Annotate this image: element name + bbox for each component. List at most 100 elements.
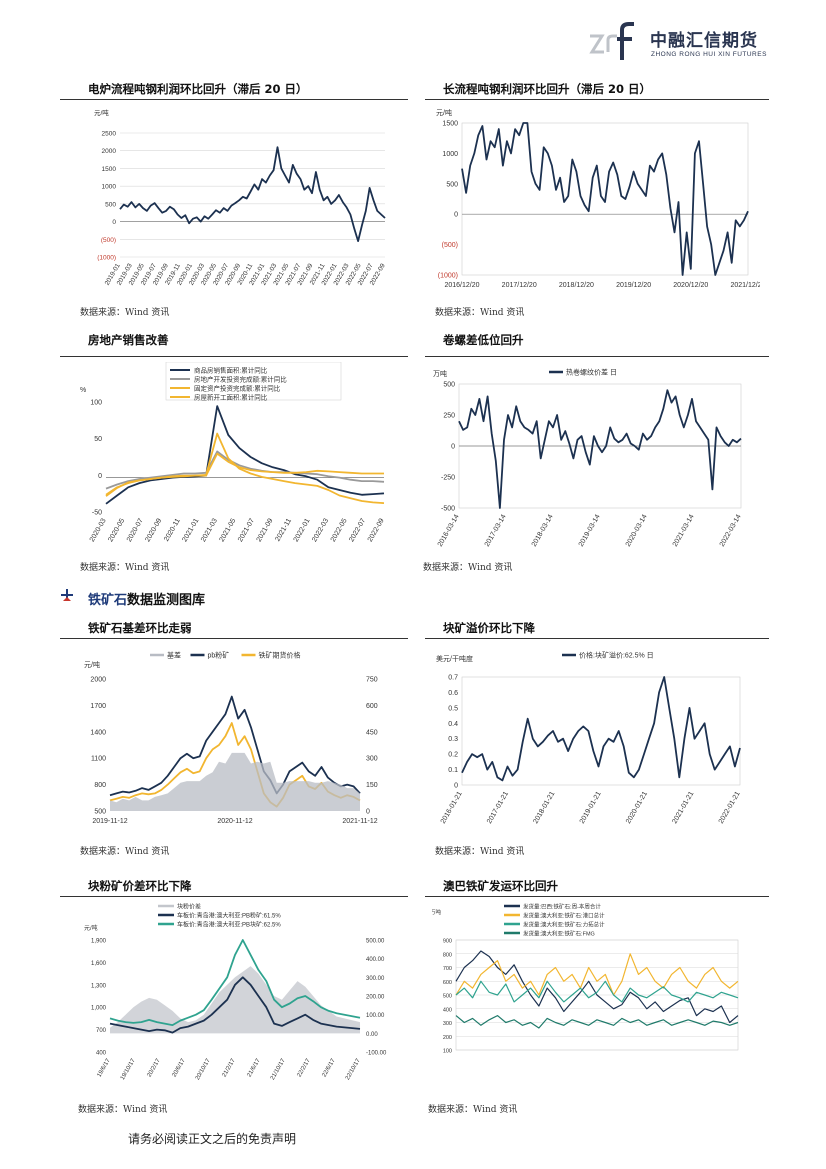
y-right-tick-label: 450 <box>366 729 378 736</box>
y-tick-label: 0 <box>454 783 458 790</box>
x-tick-label: 2021-09 <box>256 517 275 543</box>
legend-label: pb粉矿 <box>208 651 230 660</box>
y-right-tick-label: 750 <box>366 677 378 684</box>
x-tick-label: 21/10/17 <box>270 1057 287 1081</box>
series-line-1 <box>455 953 739 996</box>
y-tick-label: -50 <box>92 510 102 517</box>
y-tick-label: 0.7 <box>448 675 458 682</box>
source-note: 数据来源：Wind 资讯 <box>78 1105 168 1115</box>
y-axis-label: 元/吨 <box>94 108 109 117</box>
y-axis-label: 元/吨 <box>84 924 98 932</box>
x-tick-label: 2018-03-14 <box>531 513 555 548</box>
y-right-tick-label: 0.00 <box>366 1032 378 1038</box>
x-tick-label: 2020-05 <box>107 517 126 543</box>
x-tick-label: 2021-11 <box>274 517 293 542</box>
chart-c1: 25002000150010005000(500)(1000)元/吨2019-0… <box>94 108 387 287</box>
y-tick-label: 500 <box>105 201 116 208</box>
series-area-0 <box>110 966 360 1034</box>
legend-label: 铁矿期货价格 <box>259 651 301 660</box>
y-tick-label: 800 <box>94 782 106 789</box>
legend-frame <box>165 362 342 401</box>
series-line-0 <box>458 389 742 509</box>
x-tick-label: 2021-07 <box>237 517 256 543</box>
y-tick-label: 0 <box>451 444 455 451</box>
divider <box>425 99 769 100</box>
y-right-tick-label: 0 <box>366 809 370 816</box>
y-tick-label: 400 <box>443 1007 452 1013</box>
y-tick-label: 50 <box>94 436 102 443</box>
y-tick-label: (500) <box>101 237 116 244</box>
legend-label: 块粉价差 <box>177 903 201 911</box>
y-tick-label: 300 <box>443 1021 452 1027</box>
legend-label: 车板价:青岛港:澳大利亚:PB块矿:62.5% <box>177 921 281 929</box>
y-right-tick-label: 300.00 <box>366 976 385 982</box>
series-area-2 <box>110 752 360 811</box>
legend-label: 发货量:澳大利亚:铁矿石:FMG <box>523 930 595 938</box>
x-tick-label: 2022-01-21 <box>718 790 742 825</box>
source-note: 数据来源：Wind 资讯 <box>435 308 525 318</box>
y-tick-label: 2500 <box>102 131 117 138</box>
brand-logo-icon <box>588 22 644 62</box>
legend-label: 发货量:澳大利亚:铁矿石:力拓总计 <box>523 921 605 929</box>
x-tick-label: 21/2/17 <box>222 1057 238 1078</box>
x-tick-label: 2017/12/20 <box>502 282 537 289</box>
x-tick-label: 2019-01-21 <box>579 790 603 825</box>
y-tick-label: 0.3 <box>448 736 458 743</box>
y-tick-label: 900 <box>443 939 452 945</box>
y-tick-label: 700 <box>96 1028 107 1034</box>
y-tick-label: 2000 <box>90 677 106 684</box>
source-note: 数据来源：Wind 资讯 <box>423 563 513 573</box>
x-tick-label: 2019/12/20 <box>616 282 651 289</box>
y-tick-label: 0.4 <box>448 721 458 728</box>
y-axis-label: 元/吨 <box>436 108 452 117</box>
y-tick-label: (1000) <box>97 255 116 262</box>
legend-label: 热卷螺纹价差 日 <box>566 368 617 377</box>
chart-c8: 900 800 700 600 500 400 300 200 100 万吨 发货量:巴西:铁矿石:… <box>432 903 739 1055</box>
y-right-tick-label: 500.00 <box>366 939 385 945</box>
x-tick-label: 2019-11-12 <box>92 818 127 825</box>
x-tick-label: 2020-01-21 <box>625 790 649 825</box>
series-line-1 <box>105 450 385 490</box>
chart-title-c2: 长流程吨钢利润环比回升（滞后 20 日） <box>443 82 652 96</box>
y-tick-label: 2000 <box>102 148 117 155</box>
chart-title-c4: 卷螺差低位回升 <box>443 333 524 347</box>
x-tick-label: 2021-11-12 <box>342 818 377 825</box>
y-tick-label: 1500 <box>102 166 117 173</box>
y-tick-label: 800 <box>443 952 452 958</box>
divider <box>425 356 769 357</box>
chart-c4: 500 250 0 -250 -500 万吨 2016-03-14 2017-03-14 201… <box>433 368 743 549</box>
y-tick-label: 250 <box>443 413 455 420</box>
x-tick-label: 19/6/17 <box>97 1057 113 1078</box>
y-tick-label: 100 <box>443 1049 452 1055</box>
section-title: 铁矿石数据监测图库 <box>88 593 206 608</box>
source-note: 数据来源：Wind 资讯 <box>80 563 170 573</box>
y-right-tick-label: 200.00 <box>366 995 385 1001</box>
divider <box>60 896 408 897</box>
legend-label: 房地产开发投资完成额:累计同比 <box>194 375 287 384</box>
series-line-0 <box>105 405 385 505</box>
x-tick-label: 20/2/17 <box>147 1057 163 1078</box>
source-note: 数据来源：Wind 资讯 <box>428 1105 518 1115</box>
x-tick-label: 21/6/17 <box>247 1057 263 1078</box>
x-tick-label: 2020-03-14 <box>625 513 649 548</box>
y-tick-label: 200 <box>443 1035 452 1041</box>
x-tick-label: 2016-03-14 <box>437 513 461 548</box>
x-tick-label: 2022-03 <box>311 517 330 543</box>
x-tick-label: 22/2/17 <box>297 1057 313 1078</box>
x-tick-label: 2020-11-12 <box>217 818 252 825</box>
series-line-2 <box>105 452 384 496</box>
brand-name-cn: 中融汇信期货 <box>650 31 758 51</box>
y-tick-label: (500) <box>442 242 458 249</box>
x-tick-label: 2021/12/20 <box>730 282 760 289</box>
x-tick-label: 2016-01-21 <box>440 790 464 825</box>
series-line-1 <box>109 976 361 1034</box>
y-tick-label: 1,300 <box>91 983 107 989</box>
x-tick-label: 22/6/17 <box>322 1057 338 1078</box>
source-note: 数据来源：Wind 资讯 <box>80 847 170 857</box>
source-note: 数据来源：Wind 资讯 <box>435 847 525 857</box>
legend-label: 基差 <box>167 651 181 660</box>
x-tick-label: 22/10/17 <box>345 1057 362 1081</box>
x-tick-label: 2022-05 <box>330 517 349 543</box>
y-tick-label: 1400 <box>90 729 106 736</box>
